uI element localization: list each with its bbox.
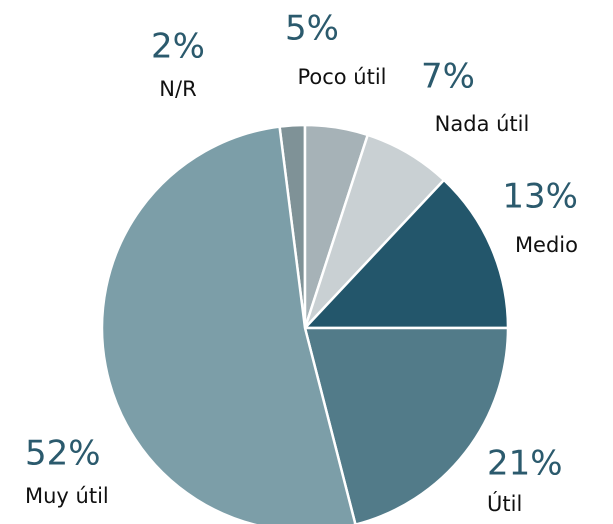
value-label: 2%	[151, 27, 205, 67]
pie-slice	[303, 326, 510, 524]
category-label: Útil	[487, 491, 522, 516]
pie-slice	[302, 178, 510, 330]
value-label: 5%	[285, 9, 339, 49]
value-label: 52%	[25, 434, 101, 474]
category-label: Medio	[515, 233, 578, 257]
category-label: N/R	[159, 77, 196, 101]
value-label: 7%	[421, 57, 475, 97]
category-label: Muy útil	[25, 484, 109, 508]
category-label: Poco útil	[297, 65, 386, 89]
value-label: 13%	[502, 177, 578, 217]
category-label: Nada útil	[435, 112, 530, 136]
value-label: 21%	[487, 444, 563, 484]
pie-slice	[100, 125, 357, 524]
